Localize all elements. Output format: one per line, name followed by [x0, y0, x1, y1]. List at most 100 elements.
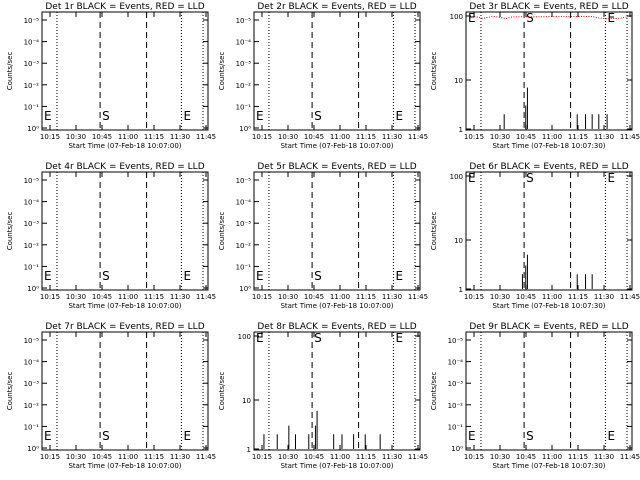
marker-e: E [183, 429, 191, 443]
y-axis-label: Counts/sec [430, 52, 438, 91]
x-tick-label: 11:30 [170, 133, 190, 141]
x-tick-label: 11:00 [330, 453, 350, 461]
x-tick-label: 10:45 [304, 453, 324, 461]
chart-panel-2: Det 2r BLACK = Events, RED = LLD Counts/s… [218, 2, 428, 150]
y-tick-label: 100 [450, 13, 463, 21]
y-tick-label: 10 [454, 237, 463, 245]
chart-title: Det 5r BLACK = Events, RED = LLD [257, 162, 416, 172]
marker-s: S [102, 429, 110, 443]
x-tick-label: 11:15 [144, 453, 164, 461]
x-tick-label: 10:30 [278, 453, 298, 461]
x-tick-label: 11:00 [118, 293, 138, 301]
x-tick-label: 11:00 [118, 453, 138, 461]
x-tick-label: 10:30 [66, 293, 86, 301]
x-tick-label: 10:30 [278, 133, 298, 141]
x-axis-label: Start Time (07-Feb-18 10:07:30) [492, 142, 605, 150]
x-tick-label: 11:45 [620, 133, 640, 141]
x-tick-label: 11:30 [382, 293, 402, 301]
x-tick-label: 10:45 [516, 293, 536, 301]
marker-e: E [395, 269, 403, 283]
chart-title: Det 9r BLACK = Events, RED = LLD [469, 322, 628, 332]
marker-s: S [102, 269, 110, 283]
y-axis-label: Counts/sec [6, 372, 14, 411]
marker-s: S [102, 109, 110, 123]
x-axis-label: Start Time (07-Feb-18 10:07:00) [280, 462, 393, 470]
x-tick-label: 10:30 [66, 133, 86, 141]
chart-panel-9: Det 9r BLACK = Events, RED = LLD Counts/s… [430, 322, 640, 470]
chart-panel-3: Det 3r BLACK = Events, RED = LLD Counts/s… [430, 2, 640, 150]
x-tick-label: 11:00 [542, 293, 562, 301]
y-tick-label: 10⁻¹ [24, 103, 40, 111]
y-tick-label: 10⁻⁴ [24, 199, 40, 207]
x-tick-label: 10:15 [252, 453, 272, 461]
x-tick-label: 10:45 [304, 293, 324, 301]
marker-e: E [44, 109, 52, 123]
x-tick-label: 11:00 [118, 133, 138, 141]
marker-e: E [607, 171, 615, 185]
x-tick-label: 11:15 [568, 133, 588, 141]
x-tick-label: 10:15 [464, 293, 484, 301]
marker-e: E [468, 171, 476, 185]
x-tick-label: 11:15 [568, 453, 588, 461]
y-tick-label: 10⁻⁵ [24, 17, 40, 25]
y-tick-label: 10⁻¹ [24, 263, 40, 271]
x-tick-label: 11:45 [620, 453, 640, 461]
y-tick-label: 10⁻⁴ [24, 39, 40, 47]
y-axis-label: Counts/sec [6, 212, 14, 251]
marker-e: E [468, 11, 476, 25]
y-tick-label: 10⁰ [451, 445, 463, 453]
y-tick-label: 1 [459, 126, 463, 134]
chart-title: Det 2r BLACK = Events, RED = LLD [257, 2, 416, 12]
marker-e: E [44, 429, 52, 443]
marker-e: E [395, 109, 403, 123]
y-tick-label: 10⁻⁴ [24, 359, 40, 367]
y-tick-label: 10⁰ [239, 125, 251, 133]
chart-panel-6: Det 6r BLACK = Events, RED = LLD Counts/s… [430, 162, 640, 310]
chart-title: Det 6r BLACK = Events, RED = LLD [469, 162, 628, 172]
x-tick-label: 11:45 [408, 133, 428, 141]
y-tick-label: 10⁻⁴ [236, 199, 252, 207]
x-tick-label: 10:45 [92, 293, 112, 301]
y-tick-label: 1 [247, 446, 251, 454]
x-tick-label: 10:30 [66, 453, 86, 461]
y-tick-label: 10⁰ [27, 445, 39, 453]
x-tick-label: 11:45 [196, 453, 216, 461]
plot-frame [465, 331, 633, 451]
y-tick-label: 10⁰ [27, 125, 39, 133]
marker-e: E [183, 109, 191, 123]
x-tick-label: 10:45 [516, 133, 536, 141]
plot-frame [465, 171, 633, 291]
plot-frame [41, 11, 209, 131]
y-axis-label: Counts/sec [430, 212, 438, 251]
y-tick-label: 10⁻² [448, 402, 464, 410]
y-tick-label: 10⁻² [24, 82, 40, 90]
x-axis-label: Start Time (07-Feb-18 10:07:30) [492, 302, 605, 310]
y-tick-label: 1 [459, 286, 463, 294]
y-axis-label: Counts/sec [218, 372, 226, 411]
plot-frame [41, 331, 209, 451]
y-tick-label: 10⁻⁵ [24, 177, 40, 185]
marker-e: E [607, 11, 615, 25]
marker-s: S [526, 11, 534, 25]
x-tick-label: 11:15 [356, 133, 376, 141]
marker-e: E [607, 429, 615, 443]
x-tick-label: 10:45 [304, 133, 324, 141]
x-tick-label: 11:45 [196, 133, 216, 141]
x-tick-label: 11:15 [568, 293, 588, 301]
chart-title: Det 3r BLACK = Events, RED = LLD [469, 2, 628, 12]
y-tick-label: 10⁻⁵ [448, 337, 464, 345]
x-axis-label: Start Time (07-Feb-18 10:07:00) [68, 462, 181, 470]
marker-s: S [526, 171, 534, 185]
y-tick-label: 10⁻³ [24, 220, 40, 228]
chart-panel-5: Det 5r BLACK = Events, RED = LLD Counts/s… [218, 162, 428, 310]
y-tick-label: 10⁰ [239, 285, 251, 293]
x-tick-label: 11:00 [330, 293, 350, 301]
chart-title: Det 7r BLACK = Events, RED = LLD [45, 322, 204, 332]
x-tick-label: 11:15 [144, 133, 164, 141]
chart-panel-1: Det 1r BLACK = Events, RED = LLD Counts/s… [6, 2, 216, 150]
x-tick-label: 10:45 [92, 133, 112, 141]
y-tick-label: 10⁻¹ [236, 263, 252, 271]
x-tick-label: 10:45 [516, 453, 536, 461]
x-axis-label: Start Time (07-Feb-18 10:07:30) [492, 462, 605, 470]
